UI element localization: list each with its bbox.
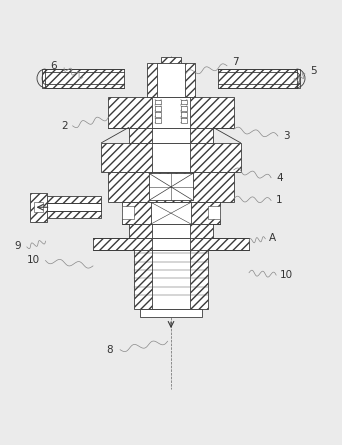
Text: 4: 4 bbox=[276, 174, 283, 183]
Bar bbox=[30, 193, 47, 222]
Bar bbox=[155, 112, 161, 117]
Text: 10: 10 bbox=[280, 270, 293, 280]
Bar bbox=[134, 250, 208, 309]
Text: 3: 3 bbox=[283, 131, 290, 141]
Text: 10: 10 bbox=[27, 255, 40, 265]
Text: 1: 1 bbox=[276, 195, 283, 206]
Bar bbox=[147, 63, 195, 97]
Text: 9: 9 bbox=[14, 241, 21, 251]
Bar bbox=[150, 202, 192, 224]
Bar bbox=[122, 202, 220, 224]
Text: 7: 7 bbox=[232, 57, 239, 67]
Bar bbox=[42, 69, 123, 88]
Bar bbox=[129, 128, 213, 143]
Bar bbox=[155, 100, 161, 105]
Bar bbox=[155, 106, 161, 110]
Text: 2: 2 bbox=[61, 121, 67, 131]
Text: 6: 6 bbox=[51, 61, 57, 71]
Bar bbox=[181, 118, 187, 123]
Bar bbox=[181, 112, 187, 117]
Bar bbox=[93, 238, 249, 250]
Bar bbox=[122, 206, 134, 219]
Bar bbox=[152, 238, 190, 250]
Bar bbox=[181, 106, 187, 110]
Text: 5: 5 bbox=[310, 65, 317, 76]
Bar bbox=[108, 172, 234, 202]
Bar bbox=[161, 57, 181, 64]
Bar bbox=[141, 309, 201, 317]
Bar bbox=[152, 97, 190, 128]
Bar bbox=[152, 143, 190, 172]
Bar bbox=[129, 224, 213, 238]
Bar bbox=[149, 173, 193, 200]
Text: A: A bbox=[269, 233, 276, 243]
Bar bbox=[157, 63, 185, 97]
Bar bbox=[45, 196, 102, 218]
Bar bbox=[152, 250, 190, 309]
Bar bbox=[219, 69, 300, 88]
Bar bbox=[152, 224, 190, 238]
Bar bbox=[34, 202, 43, 212]
Bar bbox=[181, 100, 187, 105]
Bar bbox=[152, 128, 190, 143]
Bar bbox=[155, 118, 161, 123]
Bar bbox=[102, 143, 240, 172]
Text: 8: 8 bbox=[107, 345, 113, 355]
Bar bbox=[47, 203, 102, 211]
Bar bbox=[108, 97, 234, 128]
Bar bbox=[208, 206, 220, 219]
